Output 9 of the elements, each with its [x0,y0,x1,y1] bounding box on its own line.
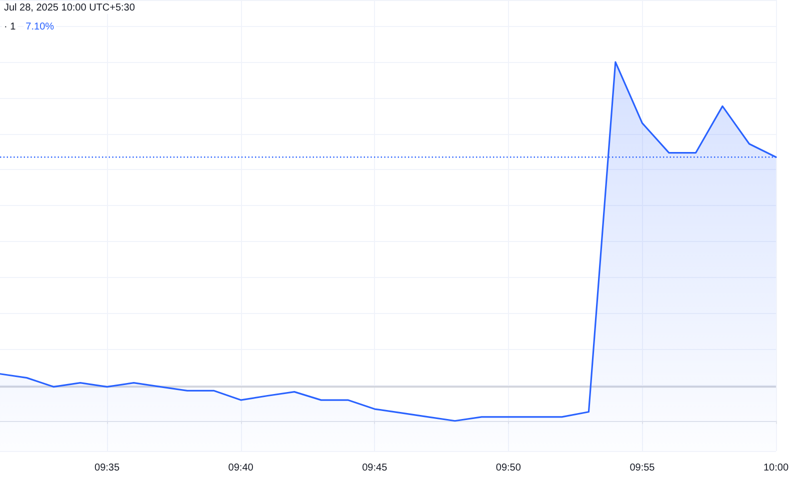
x-tick-label: 09:45 [362,462,388,474]
x-tick-label: 09:55 [630,462,656,474]
text: 7.10% [26,22,54,32]
x-tick-label: 09:50 [496,462,522,474]
chart-title: Jul 28, 2025 10:00 UTC+5:30 [4,2,136,14]
x-tick-label: 10:00 [763,462,789,474]
chart-subtitle: · 1 [4,22,16,32]
x-tick-label: 09:40 [228,462,254,474]
x-tick-label: 09:35 [94,462,120,474]
